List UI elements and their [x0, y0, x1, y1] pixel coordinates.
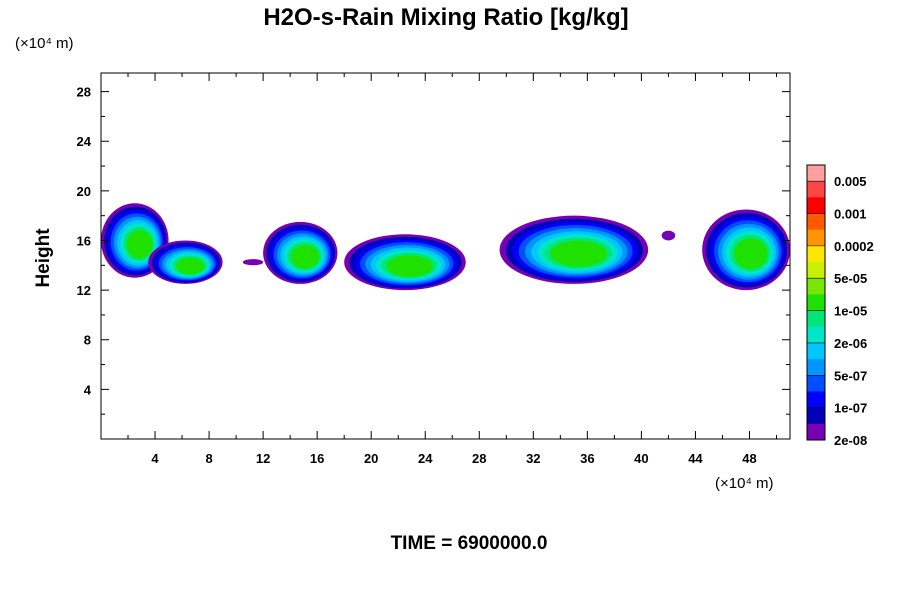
time-label: TIME = 6900000.0: [391, 533, 548, 554]
cloud-contour: [734, 238, 768, 269]
colorbar-swatch: [807, 213, 825, 231]
colorbar-label: 0.0002: [834, 239, 874, 254]
cloud-blob: [344, 234, 466, 291]
cloud-contour: [290, 244, 320, 269]
x-tick-label: 8: [205, 451, 212, 466]
colorbar-swatch: [807, 165, 825, 182]
colorbar-swatch: [807, 342, 825, 360]
x-tick-label: 24: [418, 451, 433, 466]
x-tick-label: 32: [526, 451, 540, 466]
cloud-contour: [126, 230, 153, 259]
colorbar-label: 2e-06: [834, 336, 867, 351]
colorbar-label: 0.001: [834, 207, 867, 222]
y-tick-label: 28: [77, 85, 91, 100]
x-tick-label: 16: [310, 451, 324, 466]
cloud-contour: [386, 255, 433, 277]
colorbar-swatch: [807, 407, 825, 425]
cloud-contour: [550, 240, 607, 267]
colorbar-swatch: [807, 294, 825, 311]
y-tick-label: 4: [84, 382, 92, 397]
y-tick-label: 12: [77, 283, 91, 298]
x-tick-label: 44: [688, 451, 703, 466]
y-tick-label: 20: [77, 184, 91, 199]
y-tick-labels: 4 8 12 16 20 24 28: [77, 85, 92, 398]
cloud-blob: [148, 240, 223, 284]
x-tick-labels: 4 8 12 16 20 24 28 32 36 40 44 48: [151, 451, 756, 466]
y-axis-unit: (×10⁴ m): [15, 35, 74, 52]
colorbar-swatch: [807, 326, 825, 344]
cloud-blob: [263, 221, 338, 284]
plot-frame: [100, 72, 791, 440]
x-tick-label: 40: [634, 451, 648, 466]
colorbar-swatch: [807, 229, 825, 247]
cloud-blob: [661, 230, 676, 241]
chart-title: H2O-s-Rain Mixing Ratio [kg/kg]: [263, 4, 628, 31]
cloud-blob: [702, 209, 790, 291]
x-tick-label: 4: [151, 451, 159, 466]
cloud-blob: [499, 215, 649, 284]
cloud-field: [101, 203, 790, 291]
y-tick-label: 16: [77, 233, 91, 248]
colorbar-labels: 0.005 0.001 0.0002 5e-05 1e-05 2e-06 5e-07 1e-0…: [834, 174, 874, 448]
colorbar-swatch: [807, 181, 825, 198]
colorbar-label: 5e-07: [834, 368, 867, 383]
colorbar-label: 5e-05: [834, 271, 867, 286]
x-axis-unit: (×10⁴ m): [715, 475, 774, 492]
colorbar-swatch: [807, 245, 825, 263]
y-tick-label: 8: [84, 333, 91, 348]
colorbar-label: 1e-05: [834, 304, 867, 319]
colorbar-swatch: [807, 197, 825, 214]
x-tick-label: 20: [364, 451, 378, 466]
x-tick-label: 48: [742, 451, 756, 466]
colorbar-swatch: [807, 262, 825, 279]
axis-ticks: [101, 73, 790, 439]
cloud-contour: [661, 230, 676, 241]
x-tick-label: 28: [472, 451, 486, 466]
x-tick-label: 36: [580, 451, 594, 466]
cloud-contour: [176, 257, 205, 275]
colorbar-swatch: [807, 310, 825, 328]
y-tick-label: 24: [77, 134, 92, 149]
colorbar-label: 0.005: [834, 174, 867, 189]
colorbar-label: 1e-07: [834, 401, 867, 416]
x-tick-label: 12: [256, 451, 270, 466]
cloud-contour: [242, 259, 264, 266]
colorbar-label: 2e-08: [834, 433, 867, 448]
colorbar: [806, 164, 826, 441]
colorbar-swatch: [807, 423, 825, 441]
colorbar-swatch: [807, 359, 825, 376]
colorbar-swatch: [807, 391, 825, 408]
cloud-blob: [242, 259, 264, 266]
y-axis-label: Height: [33, 228, 54, 288]
colorbar-swatch: [807, 278, 825, 295]
colorbar-swatch: [807, 375, 825, 392]
